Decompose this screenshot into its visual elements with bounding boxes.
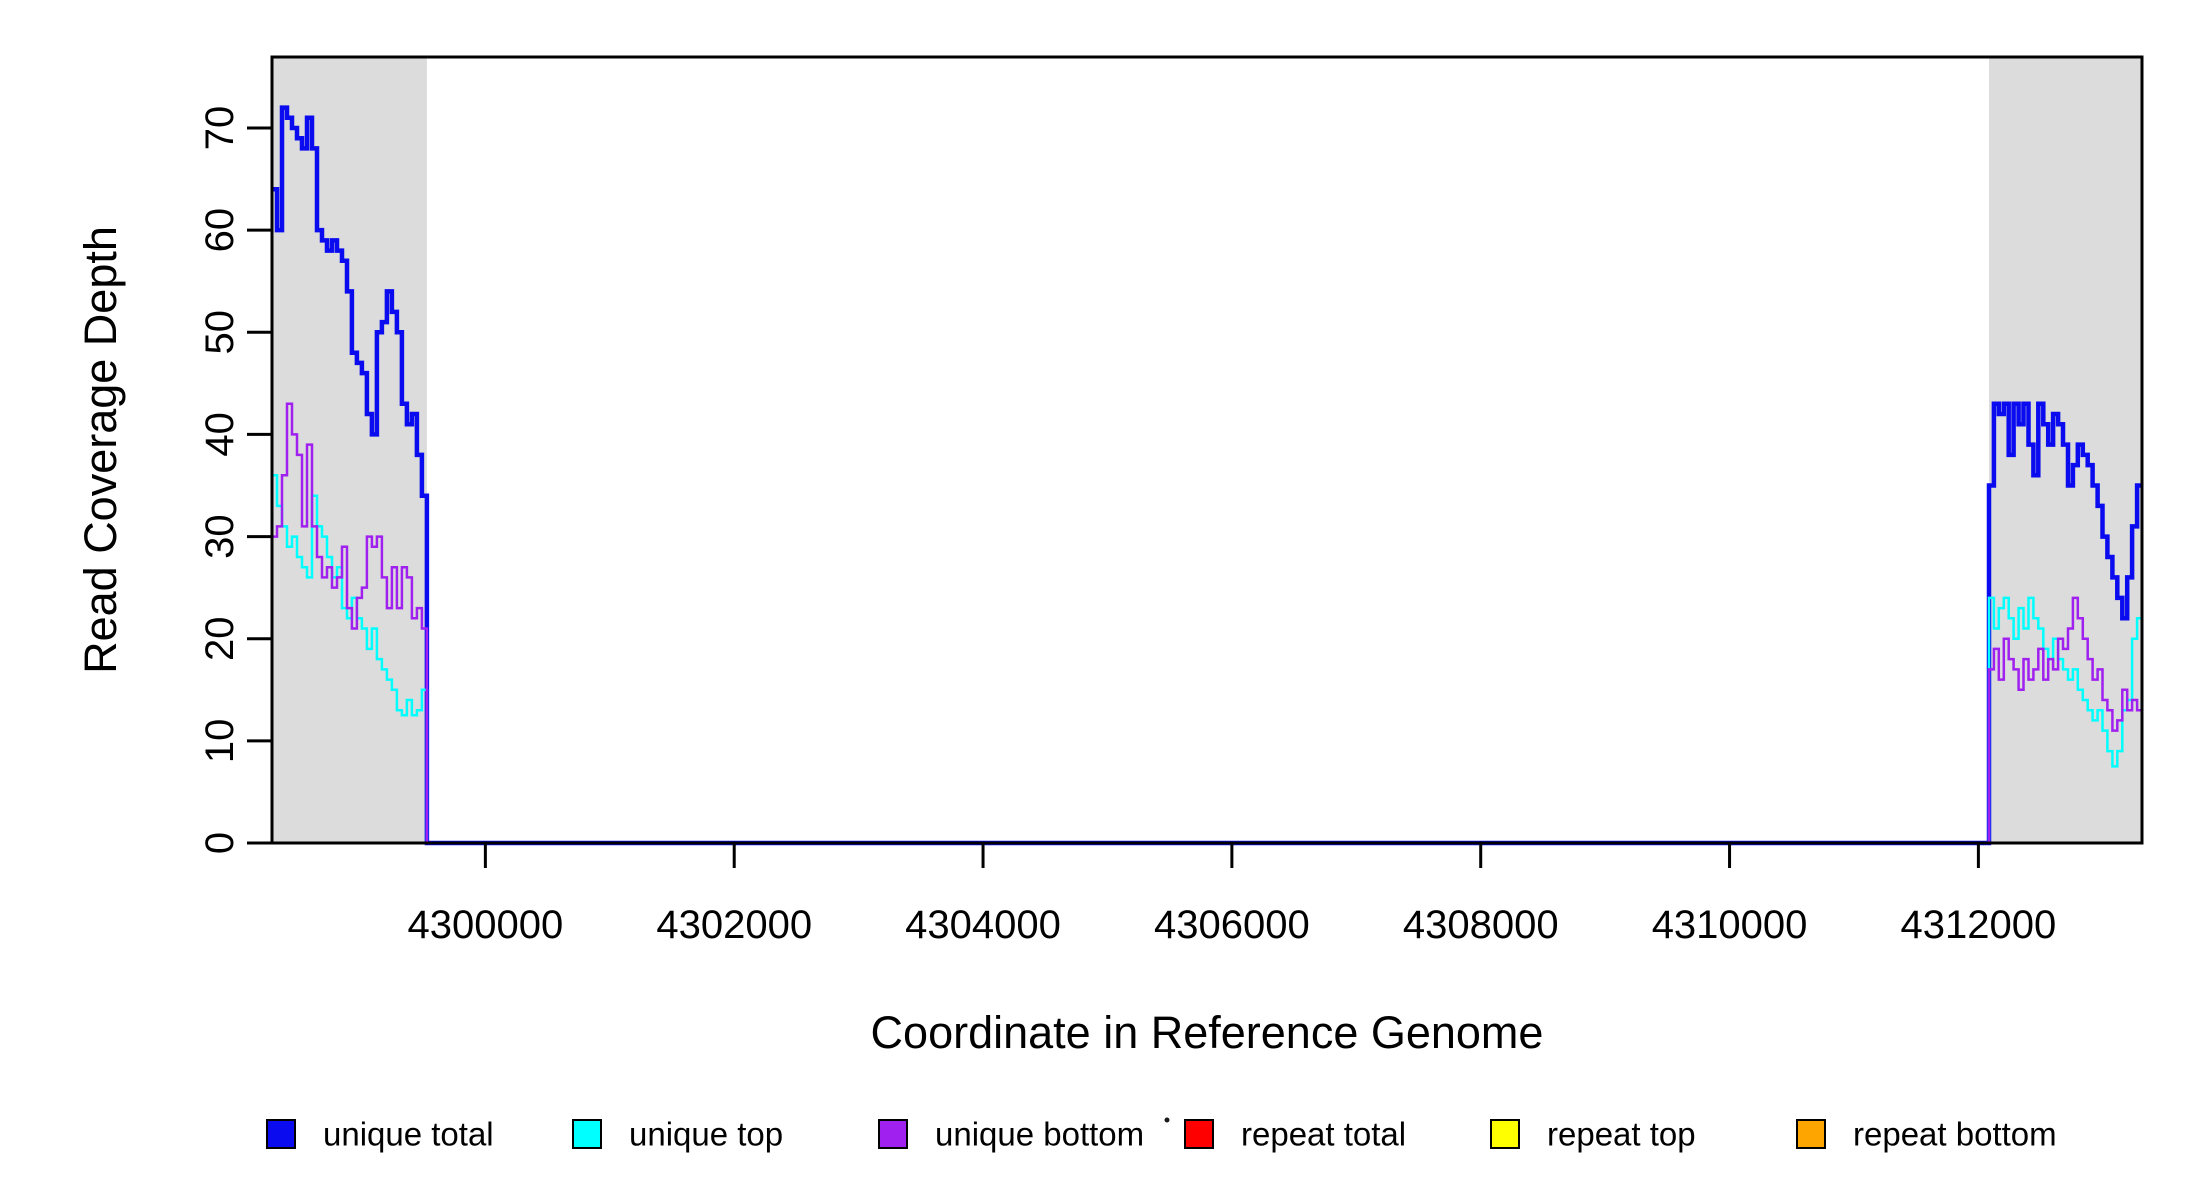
y-tick-label: 20: [198, 616, 242, 661]
x-tick-label: 4308000: [1403, 903, 1559, 947]
y-tick-label: 0: [198, 832, 242, 854]
legend-label: unique top: [629, 1116, 783, 1153]
x-tick-label: 4310000: [1652, 903, 1808, 947]
x-axis-title: Coordinate in Reference Genome: [871, 1007, 1544, 1058]
series-line-unique-bottom: [272, 402, 2142, 845]
shaded-regions-layer: [272, 57, 2142, 843]
legend-item-repeat-total: repeat total: [1184, 1116, 1406, 1153]
legend-label: repeat bottom: [1853, 1116, 2057, 1153]
y-tick-label: 60: [198, 208, 242, 253]
y-tick-label: 10: [198, 719, 242, 764]
legend-item-unique-top: unique top: [572, 1116, 783, 1153]
legend-swatch-repeat-bottom: [1796, 1119, 1826, 1149]
legend-item-repeat-top: repeat top: [1490, 1116, 1696, 1153]
legend-swatch-unique-total: [266, 1119, 296, 1149]
legend-item-unique-total: unique total: [266, 1116, 494, 1153]
y-tick-label: 30: [198, 514, 242, 559]
x-axis-layer: 4300000 4302000 4304000 4306000 4308000 43100…: [408, 843, 2057, 947]
stray-point-dot: [1164, 1117, 1170, 1123]
series-line-unique-total: [272, 105, 2142, 846]
y-axis-layer: 0 10 20 30 40 50 60 70: [198, 106, 272, 854]
series-line-unique-top: [272, 474, 2142, 845]
legend-swatch-repeat-top: [1490, 1119, 1520, 1149]
legend-swatch-repeat-total: [1184, 1119, 1214, 1149]
legend-item-repeat-bottom: repeat bottom: [1796, 1116, 2057, 1153]
legend-item-unique-bottom: unique bottom: [878, 1116, 1144, 1153]
legend: unique total unique top unique bottom repea…: [266, 1116, 2057, 1153]
x-tick-label: 4304000: [905, 903, 1061, 947]
y-tick-label: 40: [198, 412, 242, 457]
legend-swatch-unique-top: [572, 1119, 602, 1149]
x-tick-label: 4306000: [1154, 903, 1310, 947]
legend-swatch-unique-bottom: [878, 1119, 908, 1149]
y-tick-label: 70: [198, 106, 242, 151]
y-axis-title: Read Coverage Depth: [75, 226, 126, 674]
x-tick-label: 4312000: [1901, 903, 2057, 947]
series-layer: [272, 105, 2142, 846]
plot-border-box: [270, 55, 2144, 845]
legend-label: unique total: [323, 1116, 494, 1153]
legend-label: repeat total: [1241, 1116, 1406, 1153]
legend-label: unique bottom: [935, 1116, 1144, 1153]
y-tick-label: 50: [198, 310, 242, 355]
x-tick-label: 4300000: [408, 903, 564, 947]
shaded-region-left-unique-flank: [272, 57, 427, 843]
x-tick-label: 4302000: [656, 903, 812, 947]
legend-label: repeat top: [1547, 1116, 1696, 1153]
